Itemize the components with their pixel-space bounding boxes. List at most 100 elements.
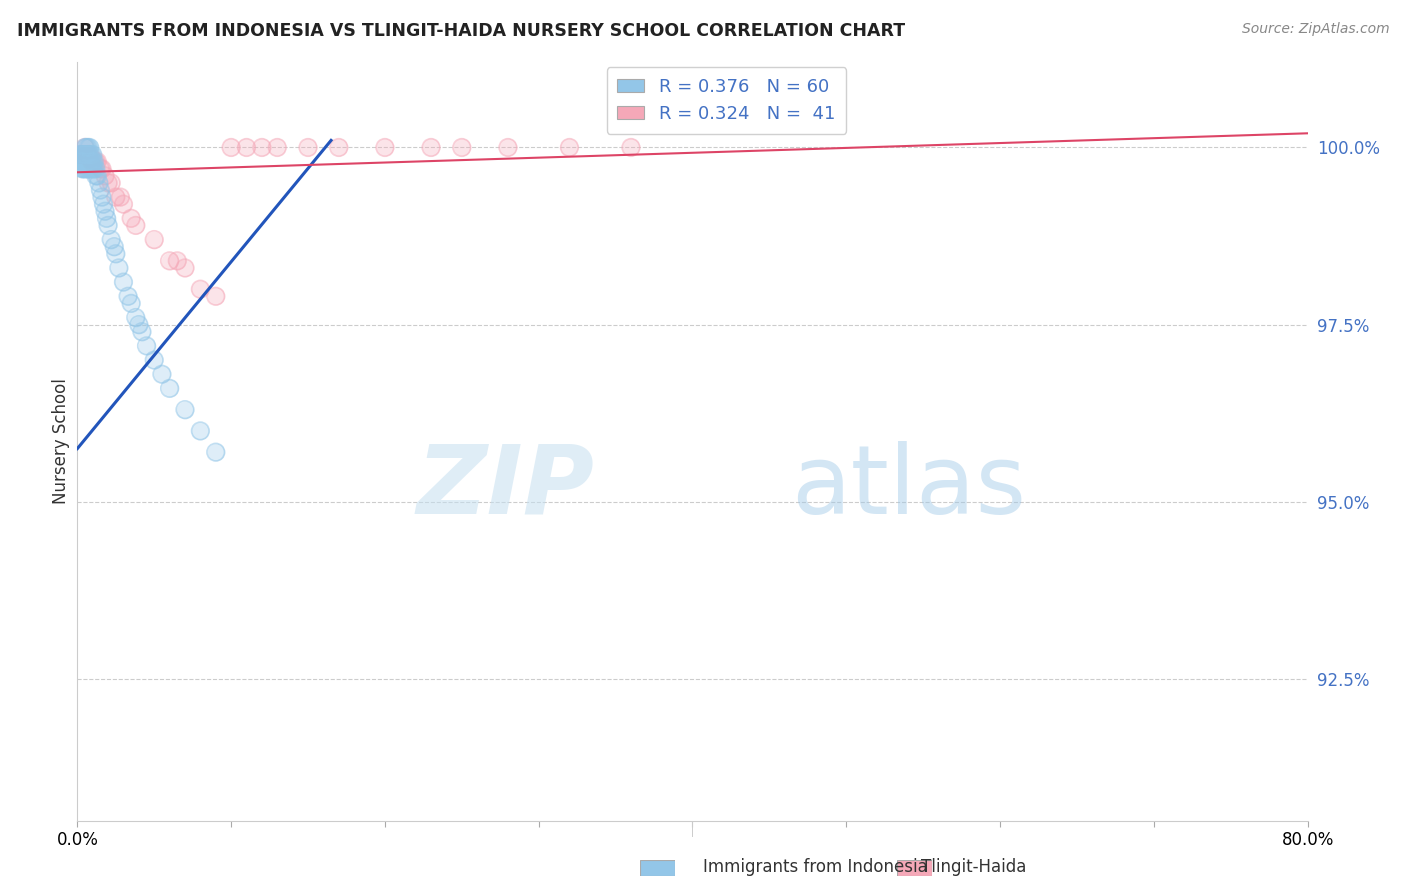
Point [143, 353, 166, 368]
Point [80, 147, 103, 161]
Point [188, 424, 212, 438]
Point [77, 147, 100, 161]
Point [84, 154, 107, 169]
Point [69, 147, 91, 161]
Point [80, 154, 103, 169]
Point [620, 140, 643, 154]
Point [73, 154, 96, 169]
Point [100, 233, 122, 247]
Point [86, 169, 108, 183]
Point [159, 381, 181, 395]
Point [69, 154, 91, 169]
Point [80, 154, 103, 169]
Point [159, 381, 181, 395]
Point [94, 204, 117, 219]
Point [89, 183, 111, 197]
Point [86, 154, 108, 169]
Point [374, 140, 396, 154]
Text: IMMIGRANTS FROM INDONESIA VS TLINGIT-HAIDA NURSERY SCHOOL CORRELATION CHART: IMMIGRANTS FROM INDONESIA VS TLINGIT-HAI… [17, 22, 905, 40]
Point [374, 140, 396, 154]
Point [93, 197, 115, 211]
Point [204, 445, 226, 459]
Point [100, 233, 122, 247]
Point [80, 154, 103, 169]
Point [94, 169, 117, 183]
Point [100, 176, 122, 190]
Point [73, 161, 96, 176]
Point [83, 154, 105, 169]
Point [76, 154, 98, 169]
Text: ZIP: ZIP [416, 441, 595, 533]
Point [103, 240, 125, 254]
Point [77, 154, 100, 169]
Point [188, 282, 212, 296]
Point [83, 161, 105, 176]
Point [266, 140, 288, 154]
Point [79, 154, 101, 169]
Point [166, 253, 188, 268]
Point [72, 147, 94, 161]
Point [112, 275, 135, 289]
Point [97, 176, 120, 190]
Point [297, 140, 319, 154]
Point [90, 190, 114, 204]
Point [97, 219, 120, 233]
Point [77, 161, 100, 176]
Point [143, 233, 166, 247]
Point [143, 353, 166, 368]
Point [120, 296, 142, 310]
Point [84, 169, 107, 183]
Point [110, 190, 132, 204]
Point [128, 318, 150, 332]
Point [77, 140, 100, 154]
Point [250, 140, 273, 154]
Point [83, 154, 105, 169]
Point [86, 169, 108, 183]
Point [69, 147, 91, 161]
Point [235, 140, 257, 154]
Point [73, 147, 96, 161]
Point [87, 176, 110, 190]
Point [104, 246, 127, 260]
Point [79, 140, 101, 154]
Point [73, 140, 96, 154]
Point [89, 161, 111, 176]
Point [77, 147, 100, 161]
Point [72, 161, 94, 176]
Point [82, 147, 104, 161]
Point [143, 233, 166, 247]
Point [120, 211, 142, 226]
Point [496, 140, 519, 154]
Point [174, 260, 197, 275]
Point [72, 154, 94, 169]
Point [174, 402, 197, 417]
Point [76, 161, 98, 176]
Point [70, 161, 93, 176]
Point [90, 161, 114, 176]
Point [188, 282, 212, 296]
Point [70, 147, 93, 161]
Point [100, 176, 122, 190]
Point [420, 140, 443, 154]
Point [79, 161, 101, 176]
Point [79, 161, 101, 176]
Point [94, 204, 117, 219]
Point [87, 176, 110, 190]
Point [250, 140, 273, 154]
Point [73, 147, 96, 161]
Point [131, 325, 153, 339]
Text: Immigrants from Indonesia: Immigrants from Indonesia [703, 858, 928, 876]
Point [76, 161, 98, 176]
Point [77, 161, 100, 176]
Point [79, 154, 101, 169]
Point [125, 219, 148, 233]
Point [125, 219, 148, 233]
Point [89, 161, 111, 176]
Point [219, 140, 242, 154]
Point [328, 140, 350, 154]
Point [73, 161, 96, 176]
Point [90, 161, 114, 176]
Point [69, 154, 91, 169]
Point [83, 161, 105, 176]
Point [77, 140, 100, 154]
